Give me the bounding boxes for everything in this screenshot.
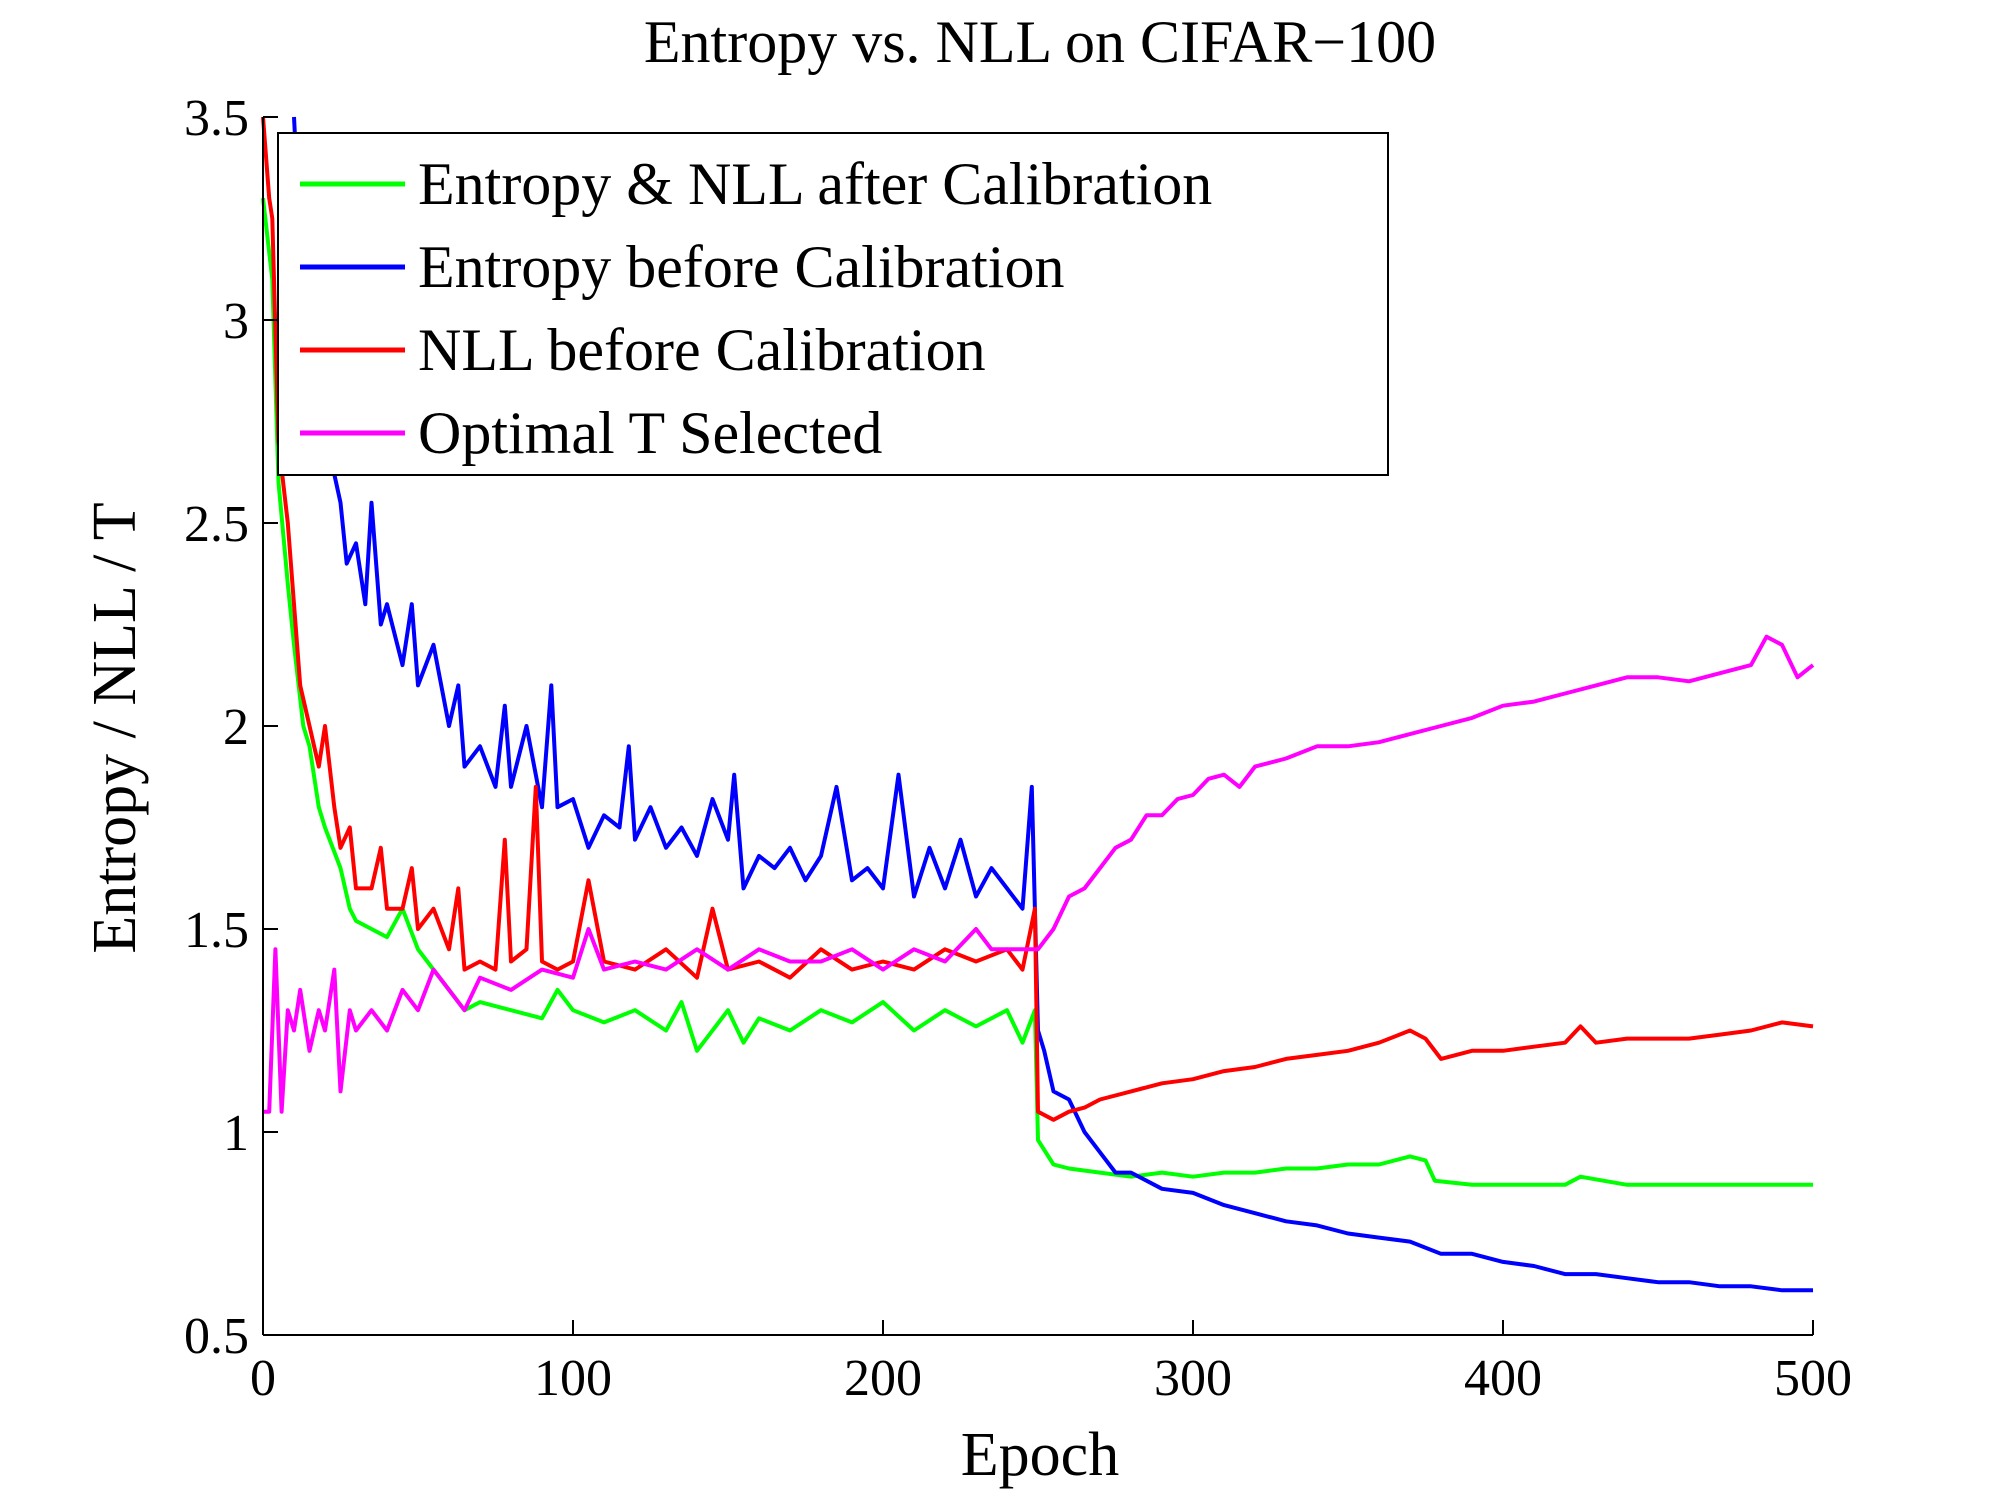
- y-tick-label: 2.5: [184, 496, 249, 553]
- x-axis-label: Epoch: [961, 1421, 1119, 1489]
- y-tick-label: 3: [223, 293, 249, 350]
- x-tick-label: 400: [1464, 1350, 1542, 1407]
- legend-label: Entropy & NLL after Calibration: [418, 151, 1212, 217]
- y-tick-label: 0.5: [184, 1308, 249, 1365]
- x-tick-label: 500: [1774, 1350, 1852, 1407]
- x-tick-label: 100: [534, 1350, 612, 1407]
- axes: 0 100 200 300 400 500 0.5 1 1.5 2 2.5 3 3.5: [184, 90, 1852, 1407]
- series-layer: [261, 116, 1815, 1293]
- legend: Entropy & NLL after Calibration Entropy b…: [277, 132, 1389, 476]
- legend-label: Entropy before Calibration: [418, 234, 1064, 300]
- legend-label: NLL before Calibration: [418, 317, 986, 383]
- legend-box: [277, 132, 1389, 476]
- x-tick-label: 200: [844, 1350, 922, 1407]
- series-line-2: [261, 116, 1814, 1122]
- legend-label: Optimal T Selected: [418, 400, 882, 466]
- y-tick-label: 2: [223, 699, 249, 756]
- series-line-3: [263, 634, 1815, 1114]
- series-line-0: [261, 197, 1813, 1187]
- x-tick-label: 300: [1154, 1350, 1232, 1407]
- y-tick-label: 1: [223, 1105, 249, 1162]
- y-tick-label: 3.5: [184, 90, 249, 147]
- x-tick-label: 0: [250, 1350, 276, 1407]
- y-tick-label: 1.5: [184, 902, 249, 959]
- y-axis-label: Entropy / NLL / T: [81, 502, 149, 953]
- chart-title: Entropy vs. NLL on CIFAR−100: [644, 9, 1436, 75]
- series-line-1: [292, 116, 1813, 1293]
